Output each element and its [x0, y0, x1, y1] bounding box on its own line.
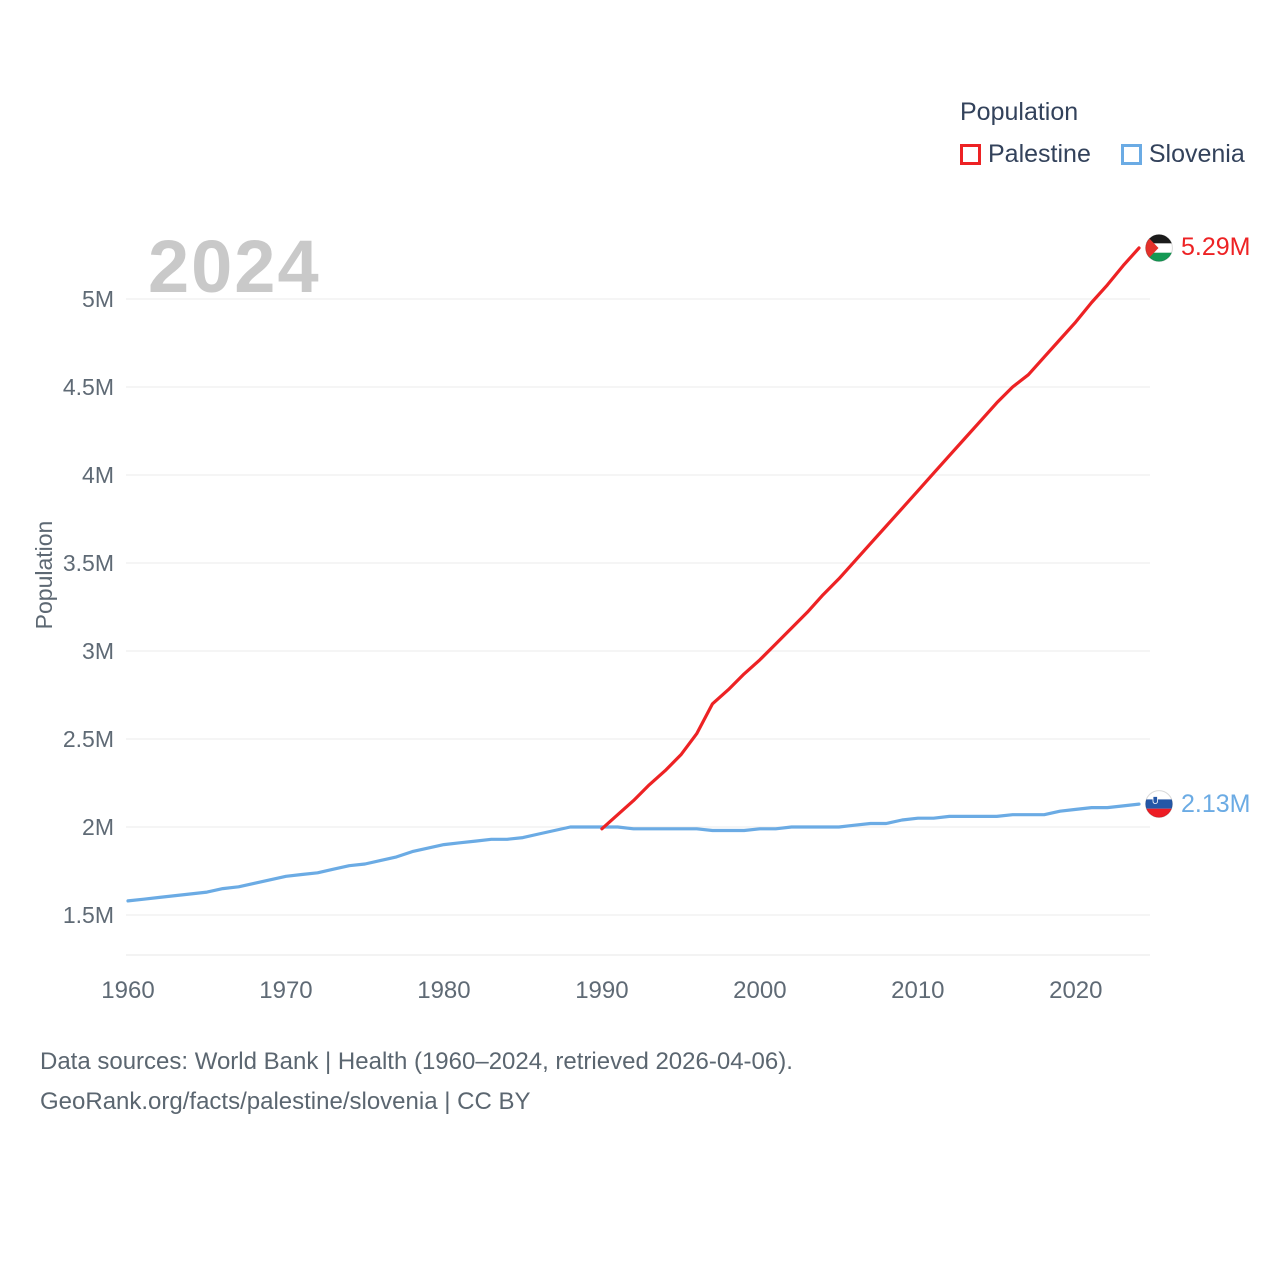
slovenia-swatch-icon	[1120, 144, 1142, 165]
legend-item-palestine[interactable]: Palestine	[960, 140, 1091, 169]
legend-items: Palestine Slovenia	[960, 140, 1245, 169]
x-tick-label: 1980	[417, 977, 470, 1004]
year-watermark: 2024	[148, 225, 321, 308]
x-tick-label: 1970	[259, 977, 312, 1004]
slovenia-end-value: 2.13M	[1181, 789, 1251, 818]
y-tick-label: 3.5M	[63, 550, 114, 576]
palestine-flag-icon	[1145, 234, 1173, 262]
y-tick-label: 5M	[82, 286, 114, 312]
data-source-line1: Data sources: World Bank | Health (1960–…	[40, 1048, 793, 1075]
legend: Population Palestine Slovenia	[960, 98, 1245, 169]
data-source-note: Data sources: World Bank | Health (1960–…	[40, 1042, 793, 1122]
y-tick-label: 4.5M	[63, 374, 114, 400]
legend-label-palestine: Palestine	[988, 140, 1091, 168]
slovenia-series-line[interactable]	[126, 802, 1141, 903]
slovenia-flag-icon	[1145, 790, 1173, 819]
palestine-series-line[interactable]	[600, 246, 1141, 831]
y-tick-label: 2M	[82, 814, 114, 840]
y-tick-label: 3M	[82, 638, 114, 664]
x-tick-label: 2000	[733, 977, 786, 1004]
population-line-chart: 1.5M 2M 2.5M 3M 3.5M 4M 4.5M 5M 1960 1970 1980 1990…	[63, 246, 1150, 1004]
x-tick-label: 2010	[891, 977, 944, 1004]
x-tick-label: 2020	[1049, 977, 1102, 1004]
palestine-end-value: 5.29M	[1181, 233, 1251, 262]
y-tick-label: 4M	[82, 462, 114, 488]
legend-item-slovenia[interactable]: Slovenia	[1120, 140, 1245, 169]
palestine-end-label: 5.29M	[1145, 233, 1251, 262]
slovenia-end-label: 2.13M	[1145, 789, 1251, 819]
x-tick-label: 1960	[101, 977, 154, 1004]
y-axis-title: Population	[31, 520, 57, 630]
legend-title: Population	[960, 98, 1079, 126]
data-source-line2: GeoRank.org/facts/palestine/slovenia | C…	[40, 1088, 531, 1115]
legend-label-slovenia: Slovenia	[1148, 140, 1245, 168]
x-tick-label: 1990	[575, 977, 628, 1004]
y-tick-label: 1.5M	[63, 902, 114, 928]
palestine-swatch-icon	[960, 144, 981, 165]
y-tick-label: 2.5M	[63, 726, 114, 752]
